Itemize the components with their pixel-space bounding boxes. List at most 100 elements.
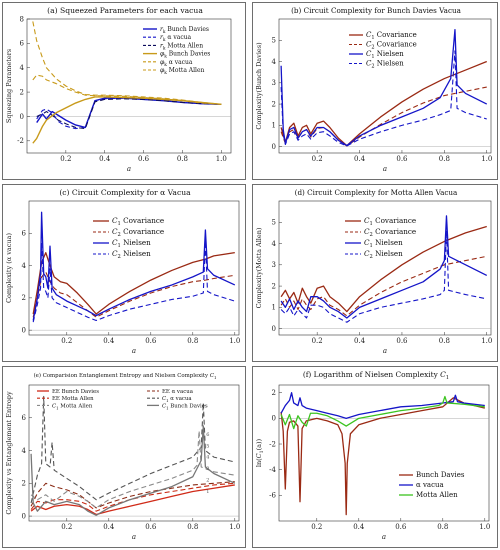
y-axis-label-d: Complexity(Motta Allen) [255, 227, 263, 308]
chart-c-title: (c) Circuit Complexity for α Vacua [59, 188, 191, 197]
y-tick-label-b: 5 [272, 37, 276, 45]
x-tick-label-d: 0.4 [354, 337, 366, 345]
chart-d-svg: (d) Circuit Complexity for Motta Allen V… [255, 188, 492, 355]
x-tick-label-f: 0.8 [437, 523, 448, 531]
legend-label-e: EE α vacua [162, 389, 194, 395]
x-tick-label-c: 1.0 [229, 337, 240, 345]
y-tick-label-b: 0 [272, 143, 276, 151]
legend-label-a: φk​ Motta Allen [160, 67, 205, 76]
y-tick-label-b: 1 [272, 122, 276, 130]
legend-label-e: C1​ Motta Allen [52, 403, 93, 410]
x-tick-label-a: 0.8 [177, 155, 188, 163]
x-tick-label-b: 0.2 [312, 155, 323, 163]
series-line-b-0 [280, 60, 488, 147]
series-line-d-0 [280, 225, 487, 313]
y-tick-label-d: 1 [272, 304, 276, 312]
y-tick-label-e: 4 [22, 447, 27, 455]
chart-e-title: (e) Comparision Entanglement Entropy and… [34, 372, 217, 380]
series-line-d-3 [280, 230, 487, 323]
annotation-e: 6 [206, 432, 209, 438]
legend-label-d: C2​ Covariance [364, 227, 416, 238]
x-tick-label-d: 0.8 [439, 337, 450, 345]
legend-label-d: C2​ Nielsen [364, 249, 403, 260]
series-line-e-3 [30, 395, 235, 504]
y-tick-label-a: 0 [20, 113, 24, 121]
y-tick-label-f: 0 [272, 415, 276, 423]
series-line-f-2 [280, 395, 485, 430]
x-tick-label-e: 0.6 [145, 523, 157, 531]
x-tick-label-b: 0.6 [396, 155, 408, 163]
y-tick-label-a: 8 [20, 15, 24, 23]
legend-label-d: C1​ Nielsen [364, 238, 403, 249]
plot-frame-f [278, 384, 490, 522]
y-tick-label-e: 0 [22, 512, 26, 520]
annotation-e: 1 [206, 489, 209, 495]
y-tick-label-e: 2 [22, 480, 26, 488]
series-line-a-1 [36, 97, 222, 130]
x-tick-label-a: 0.4 [99, 155, 111, 163]
series-group-a [32, 21, 222, 144]
x-tick-label-c: 0.6 [145, 337, 157, 345]
x-tick-label-e: 0.2 [61, 523, 72, 531]
x-axis-label-a: a [127, 165, 131, 173]
plot-frame-a [26, 18, 232, 154]
y-tick-label-d: 5 [272, 219, 276, 227]
plot-frame-b [278, 18, 492, 154]
annotation-e: 3 [206, 466, 209, 472]
chart-d-title: (d) Circuit Complexity for Motta Allen V… [295, 188, 458, 197]
x-tick-label-b: 1.0 [481, 155, 492, 163]
y-axis-label-f: ln(C1​(a)) [255, 438, 265, 467]
x-axis-label-d: a [383, 347, 387, 355]
panel-c: (c) Circuit Complexity for α Vacua 0.2 0.4… [2, 184, 246, 362]
legend-label-c: C1​ Nielsen [112, 238, 151, 249]
x-tick-label-a: 0.6 [138, 155, 150, 163]
legend-label-a: φk​ Bunch Davies [160, 51, 210, 60]
plot-frame-d [278, 200, 492, 336]
x-tick-label-c: 0.4 [103, 337, 115, 345]
y-tick-label-f: -2 [269, 440, 276, 448]
legend-label-a: rk​ Bunch Davies [160, 26, 209, 35]
x-axis-label-c: a [132, 347, 136, 355]
y-tick-label-c: 4 [22, 262, 27, 270]
plot-frame-e [28, 384, 240, 522]
series-line-c-3 [32, 240, 235, 323]
x-tick-label-f: 0.6 [395, 523, 407, 531]
y-tick-label-d: 3 [272, 261, 276, 269]
series-line-a-2 [36, 98, 222, 130]
y-axis-label-c: Complexity (α vacua) [5, 233, 13, 303]
plot-frame-c [28, 200, 240, 336]
series-line-d-2 [280, 215, 488, 319]
legend-label-b: C2​ Nielsen [366, 60, 404, 70]
panel-d: (d) Circuit Complexity for Motta Allen V… [252, 184, 498, 362]
legend-label-c: C1​ Covariance [112, 216, 164, 227]
chart-f-title: (f) Logarithm of Nielsen Complexity C1​ [303, 370, 449, 381]
panel-a: (a) Squeezed Parameters for each vacua 0.… [2, 2, 246, 180]
legend-label-b: C1​ Nielsen [366, 50, 404, 60]
legend-label-b: C2​ Covariance [366, 41, 417, 51]
y-axis-label-b: Complexity(Bunch Davies) [255, 42, 263, 130]
legend-label-f: Bunch Davies [416, 471, 465, 479]
y-tick-label-b: 2 [272, 100, 276, 108]
x-tick-label-e: 1.0 [229, 523, 240, 531]
series-line-e-4 [30, 430, 235, 509]
y-tick-label-d: 0 [272, 325, 276, 333]
legend-label-c: C2​ Covariance [112, 227, 164, 238]
series-line-e-1 [30, 481, 235, 509]
legend-label-d: C1​ Covariance [364, 216, 416, 227]
legend-label-a: rk​ α vacua [160, 34, 192, 43]
series-line-c-0 [32, 252, 235, 315]
y-tick-label-c: 0 [22, 326, 26, 334]
x-tick-label-f: 0.2 [311, 523, 322, 531]
panel-b: (b) Circuit Complexity for Bunch Davies … [252, 2, 498, 180]
y-tick-label-c: 6 [22, 230, 27, 238]
annotation-e: 2 [206, 478, 209, 484]
x-tick-label-d: 0.2 [312, 337, 323, 345]
legend-label-e: EE Motta Allen [52, 396, 94, 402]
x-axis-label-b: a [383, 165, 387, 173]
x-tick-label-a: 0.2 [60, 155, 71, 163]
x-tick-label-c: 0.2 [61, 337, 72, 345]
series-line-a-3 [32, 96, 222, 144]
legend-label-f: Motta Allen [416, 491, 458, 499]
chart-b-title: (b) Circuit Complexity for Bunch Davies … [291, 6, 462, 15]
